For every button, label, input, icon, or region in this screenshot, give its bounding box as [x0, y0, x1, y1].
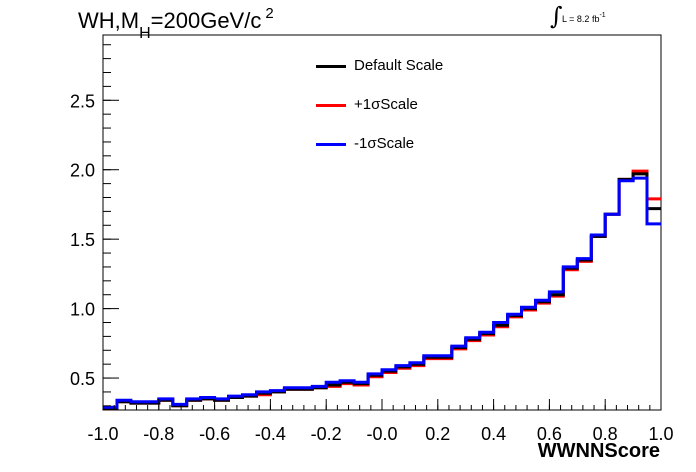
x-tick-label: -0.2	[311, 424, 342, 444]
x-tick-label: 1.0	[648, 424, 673, 444]
x-tick-label: -1.0	[87, 424, 118, 444]
legend-label-default: Default Scale	[354, 57, 444, 74]
x-tick-label: -0.4	[255, 424, 286, 444]
axis-layer: -1.0 -0.8 -0.6 -0.4 -0.2 -0.0 0.2 0.4 0.6 0.8 1.0 0…	[70, 44, 674, 444]
chart-title: WH,MH=200GeV/c 2	[78, 5, 274, 42]
legend-line-plus	[316, 104, 346, 107]
plot-frame	[102, 34, 662, 411]
legend-label-minus: -1σScale	[354, 135, 415, 152]
title-rest: =200GeV/c	[150, 8, 262, 33]
y-tick-label: 2.0	[70, 161, 95, 181]
title-main: WH,M	[78, 8, 140, 33]
x-axis-title: WWNNScore	[537, 440, 660, 462]
x-tick-label: 0.2	[425, 424, 450, 444]
x-tick-label: 0.6	[537, 424, 562, 444]
luminosity-label: ∫ L = 8.2 fb-1	[550, 2, 606, 30]
y-tick-label: 2.5	[70, 91, 95, 111]
x-tick-label: 0.4	[481, 424, 506, 444]
legend-item-plus: +1σScale	[316, 95, 516, 115]
x-tick-label: 0.8	[593, 424, 618, 444]
y-tick-label: 1.5	[70, 230, 95, 250]
legend-label-plus: +1σScale	[354, 96, 418, 113]
legend-line-minus	[316, 143, 346, 146]
x-tick-label: -0.0	[366, 424, 397, 444]
x-tick-label: -0.8	[143, 424, 174, 444]
legend-item-minus: -1σScale	[316, 134, 516, 154]
legend-item-default: Default Scale	[316, 56, 516, 76]
y-tick-label: 1.0	[70, 300, 95, 320]
x-tick-label: -0.6	[199, 424, 230, 444]
series-line-2	[103, 176, 661, 409]
luminosity-text: L = 8.2 fb	[562, 14, 600, 24]
series-layer	[103, 169, 661, 411]
title-subscript: H	[139, 25, 151, 42]
title-superscript: 2	[265, 5, 274, 22]
legend-line-default	[316, 65, 346, 68]
y-tick-label: 0.5	[70, 369, 95, 389]
integral-symbol: ∫	[550, 2, 563, 30]
luminosity-unit-superscript: -1	[599, 12, 606, 19]
